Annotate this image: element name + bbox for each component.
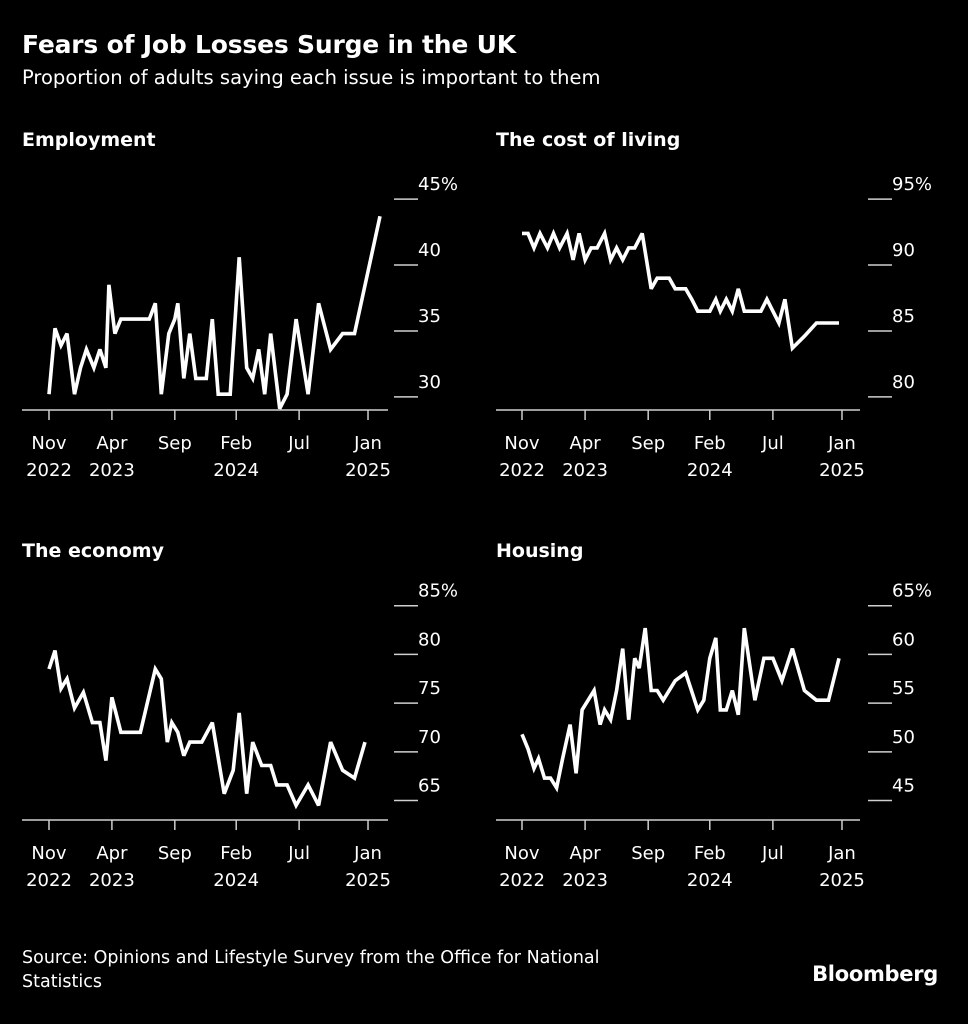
x-tick-label-month: Jul <box>287 843 310 864</box>
x-tick-label-month: Jan <box>353 433 382 454</box>
y-tick-label: 80 <box>892 372 915 393</box>
x-tick-label-year: 2024 <box>687 460 733 481</box>
x-tick-label-year: 2023 <box>562 870 608 891</box>
x-tick-label-month: Jul <box>761 433 784 454</box>
x-tick-label-year: 2025 <box>819 870 865 891</box>
x-tick-label-month: Nov <box>504 433 539 454</box>
chart-panel-1: The cost of living 80 85 90 95% Nov 2022 Apr 202… <box>496 129 932 481</box>
chart-panel-2: The economy 65 70 75 80 85% Nov 2022 Apr 2023 Sep F… <box>22 540 458 891</box>
y-tick-label: 45 <box>892 776 915 797</box>
x-tick-label-month: Jul <box>287 433 310 454</box>
y-tick-label: 80 <box>418 629 441 650</box>
chart-title: Housing <box>496 540 583 562</box>
y-tick-label: 85% <box>418 581 458 602</box>
y-tick-label: 30 <box>418 372 441 393</box>
x-tick-label-month: Apr <box>96 433 128 454</box>
page-title: Fears of Job Losses Surge in the UK <box>22 30 516 59</box>
x-tick-label-month: Apr <box>570 843 602 864</box>
x-tick-label-month: Sep <box>631 433 665 454</box>
y-tick-label: 45% <box>418 174 458 195</box>
x-tick-label-month: Feb <box>220 433 252 454</box>
x-tick-label-year: 2025 <box>345 870 391 891</box>
x-tick-label-month: Feb <box>694 433 726 454</box>
bloomberg-logo: Bloomberg <box>812 962 938 986</box>
y-tick-label: 75 <box>418 678 441 699</box>
x-tick-label-year: 2023 <box>562 460 608 481</box>
y-tick-label: 60 <box>892 629 915 650</box>
y-tick-label: 55 <box>892 678 915 699</box>
x-tick-label-year: 2023 <box>89 870 135 891</box>
y-tick-label: 50 <box>892 727 915 748</box>
series-line-0 <box>47 215 382 410</box>
y-tick-label: 85 <box>892 306 915 327</box>
chart-panel-3: Housing 45 50 55 60 65% Nov 2022 Apr 2023 Sep Feb 20… <box>496 540 932 891</box>
y-tick-label: 35 <box>418 306 441 327</box>
chart-title: The economy <box>22 540 165 562</box>
x-tick-label-month: Nov <box>31 433 66 454</box>
series-line-0 <box>520 627 841 793</box>
x-tick-label-year: 2023 <box>89 460 135 481</box>
x-tick-label-month: Jan <box>827 433 856 454</box>
x-tick-label-year: 2024 <box>213 460 259 481</box>
x-tick-label-year: 2024 <box>687 870 733 891</box>
x-tick-label-year: 2025 <box>345 460 391 481</box>
x-tick-label-month: Nov <box>31 843 66 864</box>
series-line-0 <box>522 228 839 352</box>
y-tick-label: 40 <box>418 240 441 261</box>
chart-panel-0: Employment 30 35 40 45% Nov 2022 Apr 2023 Sep Feb 2… <box>22 129 458 481</box>
y-tick-label: 65% <box>892 581 932 602</box>
chart-title: The cost of living <box>496 129 680 151</box>
source-note: Source: Opinions and Lifestyle Survey fr… <box>22 948 600 992</box>
x-tick-label-month: Feb <box>220 843 252 864</box>
x-tick-label-year: 2022 <box>499 460 545 481</box>
x-tick-label-year: 2022 <box>26 460 72 481</box>
x-tick-label-month: Sep <box>158 843 192 864</box>
x-tick-label-month: Jan <box>353 843 382 864</box>
page-subtitle: Proportion of adults saying each issue i… <box>22 66 601 89</box>
x-tick-label-month: Feb <box>694 843 726 864</box>
x-tick-label-month: Nov <box>504 843 539 864</box>
chart-title: Employment <box>22 129 156 151</box>
x-tick-label-year: 2022 <box>26 870 72 891</box>
series-line-0 <box>47 649 367 810</box>
y-tick-label: 90 <box>892 240 915 261</box>
x-tick-label-year: 2024 <box>213 870 259 891</box>
x-tick-label-year: 2022 <box>499 870 545 891</box>
x-tick-label-month: Apr <box>96 843 128 864</box>
x-tick-label-month: Sep <box>158 433 192 454</box>
y-tick-label: 65 <box>418 776 441 797</box>
x-tick-label-month: Jan <box>827 843 856 864</box>
x-tick-label-year: 2025 <box>819 460 865 481</box>
y-tick-label: 95% <box>892 174 932 195</box>
x-tick-label-month: Apr <box>570 433 602 454</box>
x-tick-label-month: Jul <box>761 843 784 864</box>
x-tick-label-month: Sep <box>631 843 665 864</box>
y-tick-label: 70 <box>418 727 441 748</box>
